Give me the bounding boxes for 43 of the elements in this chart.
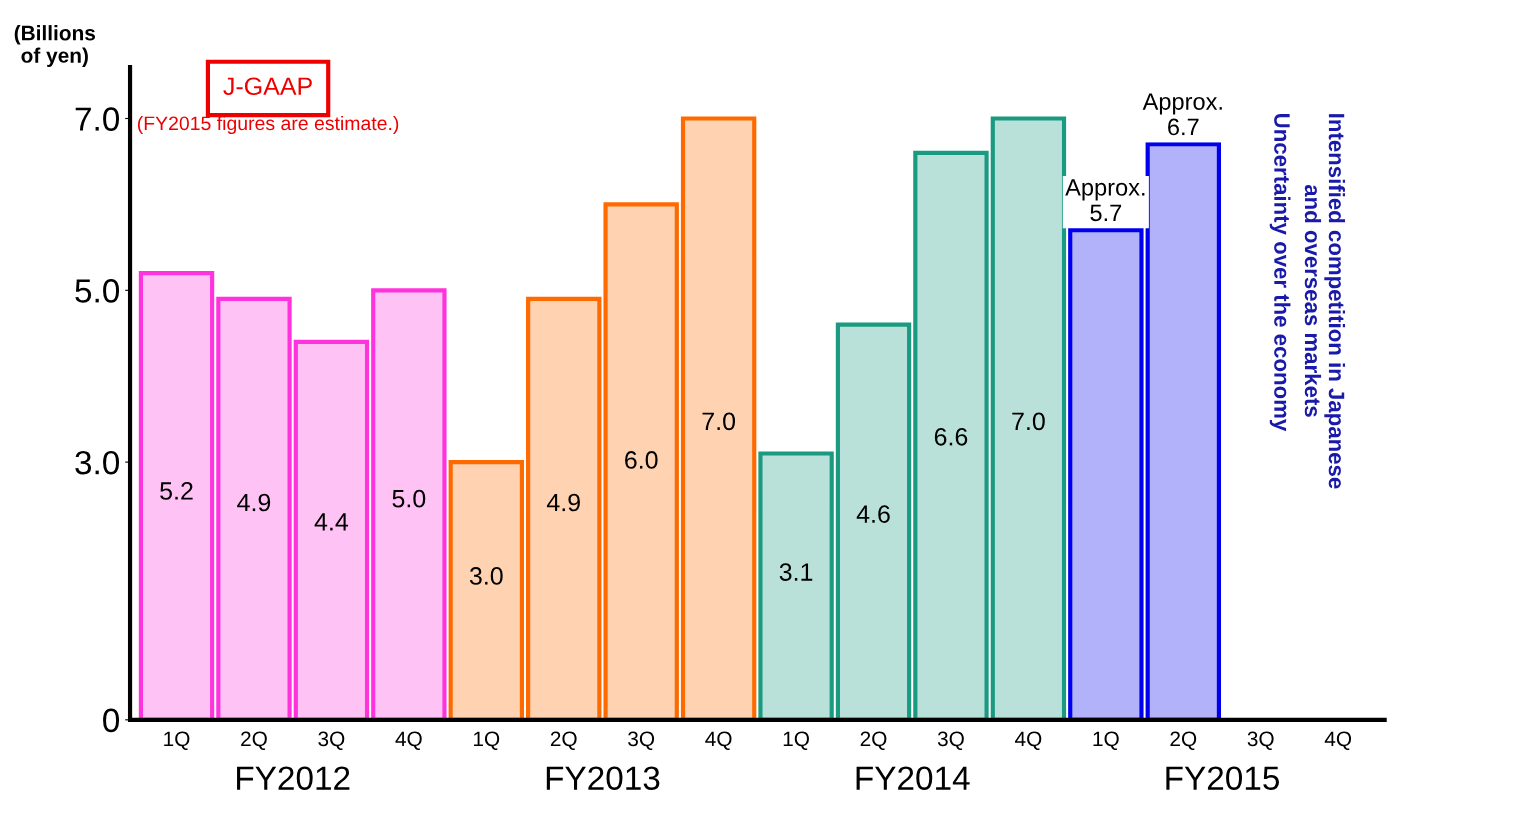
annotation: J-GAAP xyxy=(223,77,312,96)
data-label: 3.1 xyxy=(779,563,813,581)
x-tick-label: 4Q xyxy=(705,731,732,750)
x-tick-label: 2Q xyxy=(1170,731,1197,750)
text: FY2015 xyxy=(1166,766,1279,790)
y-tick-label: 5.0 xyxy=(75,279,120,303)
x-tick-label: 1Q xyxy=(783,731,809,750)
x-tick-label: 3Q xyxy=(937,731,964,750)
x-tick-label: 4Q xyxy=(1014,731,1042,750)
data-label: 3.0 xyxy=(469,567,503,585)
text: FY2013 xyxy=(546,766,660,790)
x-tick-label: 1Q xyxy=(473,731,500,750)
data-label: 7.0 xyxy=(1012,412,1045,431)
data-label: 6.6 xyxy=(934,427,968,446)
data-label: 6.0 xyxy=(625,451,658,469)
x-tick-label: 2Q xyxy=(241,731,267,750)
data-label: 4.9 xyxy=(237,493,271,512)
y-axis-title: (Billions of yen) xyxy=(14,25,96,67)
x-tick-label: 2Q xyxy=(860,731,887,750)
x-tick-label: 4Q xyxy=(395,731,422,750)
data-label: 5.2 xyxy=(160,482,193,500)
x-tick-label: 4Q xyxy=(1324,731,1352,750)
y-tick-label: 0 xyxy=(103,708,120,733)
data-label: 4.6 xyxy=(856,505,890,523)
y-tick-label: 3.0 xyxy=(75,450,120,475)
annotation: Uncertainty over the economy xyxy=(1269,113,1291,432)
text: FY2014 xyxy=(856,766,970,790)
y-tick-label: 7.0 xyxy=(75,107,120,131)
data-label: 4.4 xyxy=(314,513,349,531)
data-label: Approx. 5.7 xyxy=(1065,179,1145,222)
x-tick-label: 1Q xyxy=(1093,731,1119,750)
x-tick-label: 3Q xyxy=(628,731,655,750)
annotation: Intensified competition in Japanese and overseas markets xyxy=(1304,114,1346,489)
x-tick-label: 1Q xyxy=(164,731,190,750)
data-label: Approx. 6.7 xyxy=(1142,93,1222,136)
x-tick-label: 3Q xyxy=(318,731,345,750)
x-tick-label: 3Q xyxy=(1247,731,1274,750)
text: FY2012 xyxy=(237,766,350,790)
x-tick-label: 2Q xyxy=(550,731,577,750)
data-label: 7.0 xyxy=(702,412,736,431)
data-label: 4.9 xyxy=(546,493,580,512)
annotation: (FY2015 figures are estimate.) xyxy=(137,115,399,135)
data-label: 5.0 xyxy=(392,489,426,508)
